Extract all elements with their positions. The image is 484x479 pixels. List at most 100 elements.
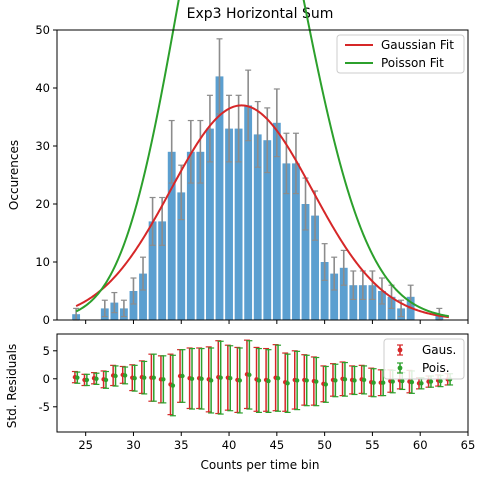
y-tick-label: 40 <box>35 81 50 95</box>
histogram-bar <box>301 204 310 320</box>
residual-point <box>428 379 434 384</box>
residual-point <box>103 377 109 383</box>
residual-point <box>113 373 118 379</box>
histogram-bar <box>177 192 186 320</box>
y-tick-label: 0 <box>43 372 50 386</box>
y-tick-label: 20 <box>35 197 50 211</box>
y-tick-label: 0 <box>43 313 50 327</box>
histogram-bar <box>148 221 157 320</box>
x-axis-title: Counts per time bin <box>201 458 320 472</box>
residual-point <box>218 375 223 380</box>
x-tick-label: 30 <box>126 438 141 452</box>
histogram-bar <box>215 76 224 321</box>
x-tick-label: 50 <box>317 438 332 452</box>
residual-point <box>94 376 99 381</box>
residual-point <box>122 373 128 378</box>
x-tick-label: 60 <box>413 438 428 452</box>
histogram-bar <box>272 122 281 320</box>
residual-legend-marker <box>397 347 403 353</box>
chart-title: Exp3 Horizontal Sum <box>187 6 334 22</box>
histogram-bar <box>234 128 243 320</box>
residual-point <box>285 381 290 386</box>
residual-point <box>180 373 185 379</box>
histogram-bar <box>225 128 233 320</box>
histogram-bar <box>358 285 367 320</box>
poisson-fit-line <box>75 0 450 318</box>
residual-point <box>390 379 395 384</box>
residual-point <box>294 378 300 383</box>
histogram-bar <box>368 285 377 320</box>
x-tick-label: 45 <box>270 438 285 452</box>
residual-point <box>132 376 137 381</box>
histogram-bar <box>129 291 138 320</box>
residual-point <box>352 378 357 383</box>
y-axis-title-residuals: Std. Residuals <box>5 344 19 429</box>
histogram-bar <box>167 151 176 320</box>
histogram-bar <box>339 267 348 320</box>
histogram-bar <box>378 291 386 320</box>
residual-point <box>266 378 271 384</box>
x-tick-label: 40 <box>222 438 237 452</box>
x-tick-label: 25 <box>78 438 93 452</box>
residual-point <box>84 377 90 383</box>
residual-point <box>438 378 443 384</box>
residuals-frame <box>56 333 469 433</box>
histogram-bar <box>330 273 339 320</box>
residual-point <box>228 376 233 381</box>
x-tick-label: 65 <box>461 438 476 452</box>
y-tick-label: 5 <box>43 344 50 358</box>
residual-point <box>208 378 214 383</box>
histogram-bar <box>253 134 262 320</box>
histogram-bar <box>186 151 195 320</box>
y-tick-label: -5 <box>39 400 50 414</box>
histogram-bar <box>139 273 147 320</box>
residual-point <box>314 379 319 384</box>
y-tick-label: 50 <box>35 23 50 37</box>
histogram-bar <box>158 221 167 320</box>
histogram-bar <box>311 215 319 320</box>
residual-point <box>409 379 415 385</box>
histogram-bar <box>196 151 205 320</box>
residual-point <box>247 372 252 378</box>
residual-point <box>142 375 147 380</box>
residual-legend-marker <box>397 365 403 371</box>
y-axis-title-histogram: Occurences <box>7 140 21 210</box>
residual-legend-label: Pois. <box>422 361 450 375</box>
residual-point <box>237 378 243 383</box>
residual-point <box>256 378 262 383</box>
residual-point <box>170 383 176 388</box>
histogram-bar <box>263 140 272 320</box>
residual-point <box>342 377 348 382</box>
x-tick-label: 55 <box>365 438 380 452</box>
histogram-bar <box>292 163 300 320</box>
histogram-bar <box>349 285 358 320</box>
residual-point <box>400 378 405 384</box>
residual-point <box>333 378 338 383</box>
histogram-bar <box>206 128 214 320</box>
histogram-bar <box>320 262 329 320</box>
histogram-plot: 0 10 20 30 40 50 Gaussian Fit Poisson Fit <box>35 0 469 327</box>
legend-label: Poisson Fit <box>381 56 444 70</box>
y-tick-label: 10 <box>35 255 50 269</box>
legend-label: Gaussian Fit <box>381 38 454 52</box>
gaussian-fit-line <box>75 104 450 319</box>
residual-point <box>199 376 204 381</box>
residual-point <box>161 377 166 382</box>
histogram-frame <box>56 29 469 321</box>
x-tick-label: 35 <box>174 438 189 452</box>
residual-point <box>151 375 156 380</box>
residual-point <box>189 376 195 381</box>
residual-point <box>323 382 329 387</box>
histogram-bar <box>282 163 291 320</box>
residual-legend-box <box>383 338 465 380</box>
residual-point <box>361 377 367 383</box>
histogram-bar <box>244 105 253 321</box>
residual-point <box>380 380 386 385</box>
residual-point <box>371 380 376 385</box>
y-tick-label: 30 <box>35 139 50 153</box>
residual-legend-label: Gaus. <box>422 343 456 357</box>
residual-point <box>275 376 281 381</box>
residual-point <box>304 378 309 383</box>
